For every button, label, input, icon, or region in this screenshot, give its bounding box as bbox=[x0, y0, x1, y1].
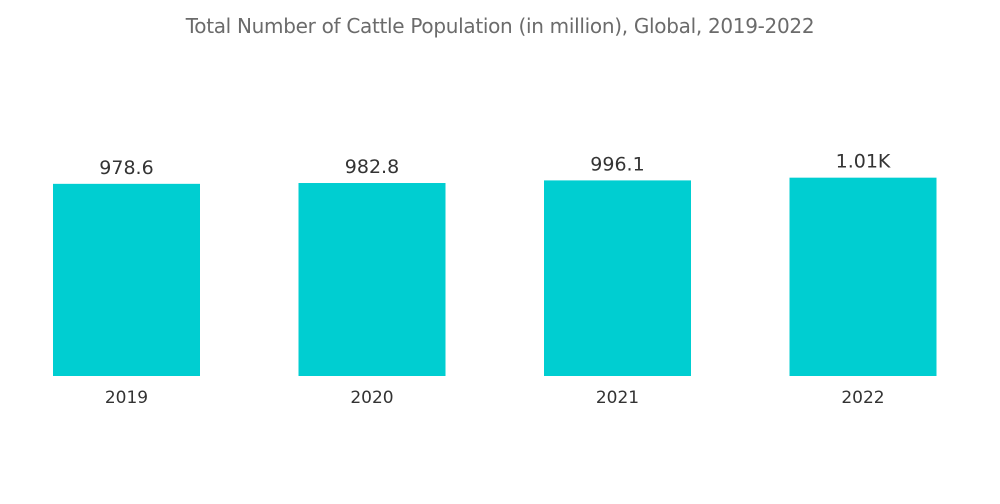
value-label-2021: 996.1 bbox=[590, 153, 644, 175]
x-tick-label-2022: 2022 bbox=[841, 388, 884, 408]
bar-2019 bbox=[53, 183, 200, 376]
x-tick-label-2021: 2021 bbox=[596, 388, 639, 408]
x-tick-label-2020: 2020 bbox=[350, 388, 393, 408]
value-labels-layer: 978.6 982.8 996.1 1.01K bbox=[99, 151, 891, 179]
bar-2021 bbox=[544, 180, 691, 376]
x-axis-ticks-layer: 2019 2020 2021 2022 bbox=[105, 388, 885, 408]
bar-2020 bbox=[298, 183, 446, 376]
bars-layer bbox=[53, 177, 937, 376]
value-label-2020: 982.8 bbox=[345, 156, 399, 178]
chart-title: Total Number of Cattle Population (in mi… bbox=[185, 14, 815, 38]
value-label-2022: 1.01K bbox=[836, 151, 891, 173]
bar-2022 bbox=[789, 177, 937, 376]
x-tick-label-2019: 2019 bbox=[105, 388, 148, 408]
value-label-2019: 978.6 bbox=[99, 157, 153, 179]
